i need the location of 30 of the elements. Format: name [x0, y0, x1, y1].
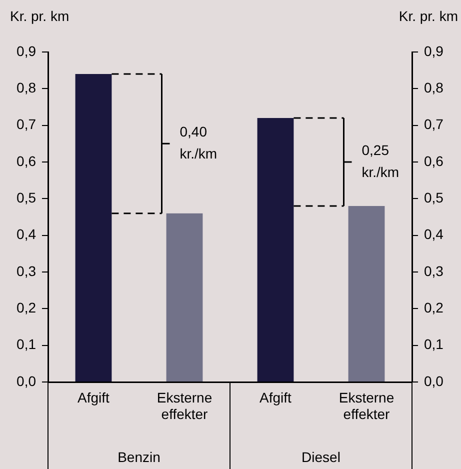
y-tick-label: 0,8: [16, 80, 36, 96]
y2-tick-label: 0,7: [424, 116, 444, 132]
y2-tick-label: 0,2: [424, 300, 444, 316]
y2-tick-label: 0,6: [424, 152, 444, 169]
x-tick-label: Afgift: [260, 389, 292, 406]
x-tick-label: Eksterne effekter: [338, 389, 394, 422]
y-tick-label: 0,3: [16, 262, 36, 279]
y2-tick-label: 0,8: [424, 80, 444, 96]
y-tick-label: 0,1: [16, 336, 36, 352]
y-axis-title: Kr. pr. km: [10, 8, 70, 24]
annotation: 0,40 kr./km: [180, 124, 218, 162]
y-tick-label: 0,2: [16, 300, 36, 316]
y2-tick-label: 0,4: [424, 226, 444, 242]
y2-tick-label: 0,0: [424, 372, 444, 389]
y2-tick-label: 0,9: [424, 42, 444, 59]
annotation: 0,25 kr./km: [362, 142, 400, 180]
y2-tick-label: 0,1: [424, 336, 444, 352]
y-tick-label: 0,5: [16, 190, 36, 206]
y-tick-label: 0,9: [16, 42, 36, 59]
y2-tick-label: 0,5: [424, 190, 444, 206]
x-tick-label: Eksterne effekter: [156, 389, 212, 422]
y-tick-label: 0,6: [16, 152, 36, 169]
y-tick-label: 0,4: [16, 226, 36, 242]
y-tick-label: 0,0: [16, 372, 36, 389]
y2-axis-title: Kr. pr. km: [398, 8, 458, 24]
x-tick-label: Afgift: [78, 389, 110, 406]
text: Diesel: [302, 448, 340, 465]
text: Benzin: [118, 448, 160, 465]
y2-tick-label: 0,3: [424, 262, 444, 279]
y-tick-label: 0,7: [16, 116, 36, 132]
